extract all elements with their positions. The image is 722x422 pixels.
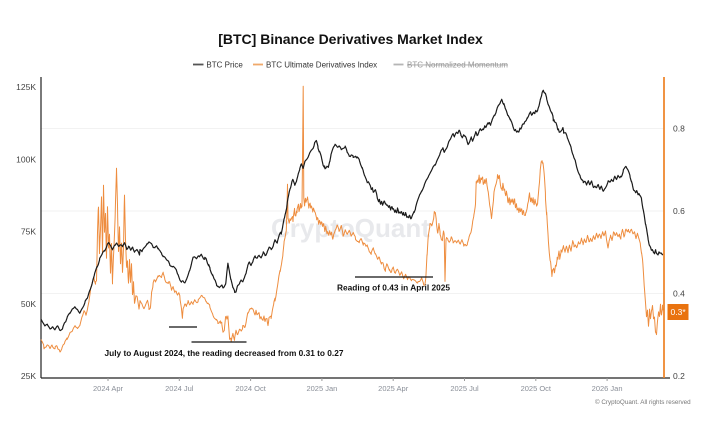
svg-text:2025 Jul: 2025 Jul bbox=[450, 384, 479, 393]
svg-text:CryptoQuant: CryptoQuant bbox=[271, 213, 430, 243]
svg-text:[BTC] Binance Derivatives Mark: [BTC] Binance Derivatives Market Index bbox=[218, 31, 483, 47]
svg-text:50K: 50K bbox=[21, 299, 36, 309]
svg-text:2024 Oct: 2024 Oct bbox=[235, 384, 266, 393]
svg-text:0.3*: 0.3* bbox=[671, 307, 687, 317]
svg-text:75K: 75K bbox=[21, 227, 36, 237]
svg-text:© CryptoQuant. All rights rese: © CryptoQuant. All rights reserved bbox=[595, 398, 691, 406]
svg-text:2025 Oct: 2025 Oct bbox=[521, 384, 552, 393]
svg-text:0.2: 0.2 bbox=[673, 371, 685, 381]
svg-text:100K: 100K bbox=[16, 154, 36, 164]
svg-text:BTC Ultimate Derivatives Index: BTC Ultimate Derivatives Index bbox=[266, 60, 377, 69]
svg-text:0.8: 0.8 bbox=[673, 124, 685, 134]
svg-text:Reading of 0.43 in April 2025: Reading of 0.43 in April 2025 bbox=[337, 283, 450, 293]
svg-text:0.4: 0.4 bbox=[673, 289, 685, 299]
svg-text:2024 Apr: 2024 Apr bbox=[93, 384, 124, 393]
svg-text:125K: 125K bbox=[16, 82, 36, 92]
svg-text:25K: 25K bbox=[21, 371, 36, 381]
svg-text:2026 Jan: 2026 Jan bbox=[592, 384, 623, 393]
svg-text:July to August 2024, the readi: July to August 2024, the reading decreas… bbox=[105, 348, 344, 358]
svg-text:2025 Jan: 2025 Jan bbox=[306, 384, 337, 393]
svg-text:0.6: 0.6 bbox=[673, 206, 685, 216]
svg-text:BTC Normalized Momentum: BTC Normalized Momentum bbox=[407, 60, 508, 69]
svg-text:2025 Apr: 2025 Apr bbox=[378, 384, 409, 393]
svg-text:2024 Jul: 2024 Jul bbox=[165, 384, 194, 393]
svg-text:BTC Price: BTC Price bbox=[206, 60, 243, 69]
